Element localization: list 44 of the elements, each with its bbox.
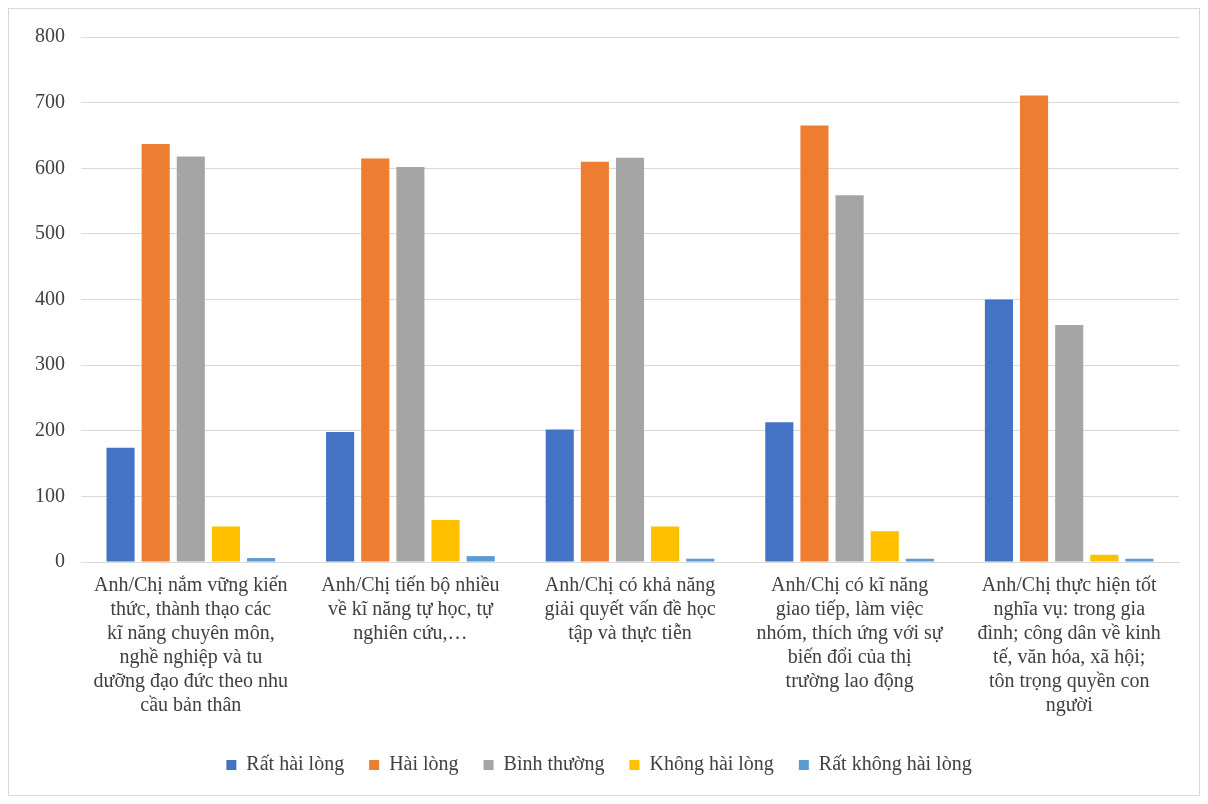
bar xyxy=(141,143,170,562)
y-tick-label: 400 xyxy=(35,286,65,309)
y-tick-label: 500 xyxy=(35,221,65,244)
y-tick-label: 0 xyxy=(55,549,65,572)
bar xyxy=(106,447,135,562)
legend-label: Không hài lòng xyxy=(649,752,774,776)
x-tick-label: Anh/Chị tiến bộ nhiều về kĩ năng tự học, tự nghiên cứu,… xyxy=(321,573,500,645)
bar xyxy=(1090,554,1119,562)
bar xyxy=(396,166,425,562)
bar xyxy=(326,432,355,562)
y-tick-label: 700 xyxy=(35,89,65,112)
bar xyxy=(361,158,390,562)
legend-label: Hài lòng xyxy=(389,752,459,776)
bar xyxy=(686,558,715,562)
bar xyxy=(870,531,899,562)
bar xyxy=(1055,325,1084,562)
bar xyxy=(1020,95,1049,562)
y-tick-label: 100 xyxy=(35,483,65,506)
y-tick-label: 600 xyxy=(35,155,65,178)
legend-label: Rất hài lòng xyxy=(246,752,345,776)
bar xyxy=(615,157,645,562)
bar xyxy=(905,558,934,562)
bar xyxy=(1125,558,1154,562)
y-tick-label: 800 xyxy=(35,24,65,47)
x-tick-label: Anh/Chị có khả năng giải quyết vấn đề học tập và thực tiễn xyxy=(544,573,716,645)
bar xyxy=(247,558,276,562)
legend-label: Bình thường xyxy=(503,752,605,776)
x-tick-label: Anh/Chị nắm vững kiến thức, thành thạo các kĩ năng chuyên môn, nghề nghiệp và tu dưỡng đạo đức theo nhu cầu bản thân xyxy=(93,573,289,716)
bar xyxy=(466,556,495,562)
x-tick-label: Anh/Chị thực hiện tốt nghĩa vụ: trong gia đình; công dân về kinh tế, văn hóa, xã hội; tôn trọng quyền con người xyxy=(977,573,1161,717)
bar xyxy=(800,125,829,562)
bar xyxy=(651,526,680,562)
y-tick-label: 300 xyxy=(35,352,65,375)
bar xyxy=(211,526,240,562)
bar xyxy=(176,156,205,562)
legend-label: Rất không hài lòng xyxy=(818,752,972,776)
bar xyxy=(765,422,794,562)
y-tick-label: 200 xyxy=(35,418,65,440)
bar xyxy=(835,195,864,562)
bar xyxy=(984,299,1013,562)
x-tick-label: Anh/Chị có kĩ năng giao tiếp, làm việc nhóm, thích ứng với sự biến đổi của thị trường lao động xyxy=(756,573,944,693)
bar xyxy=(580,161,609,562)
bar xyxy=(545,429,574,562)
bar xyxy=(431,520,460,562)
